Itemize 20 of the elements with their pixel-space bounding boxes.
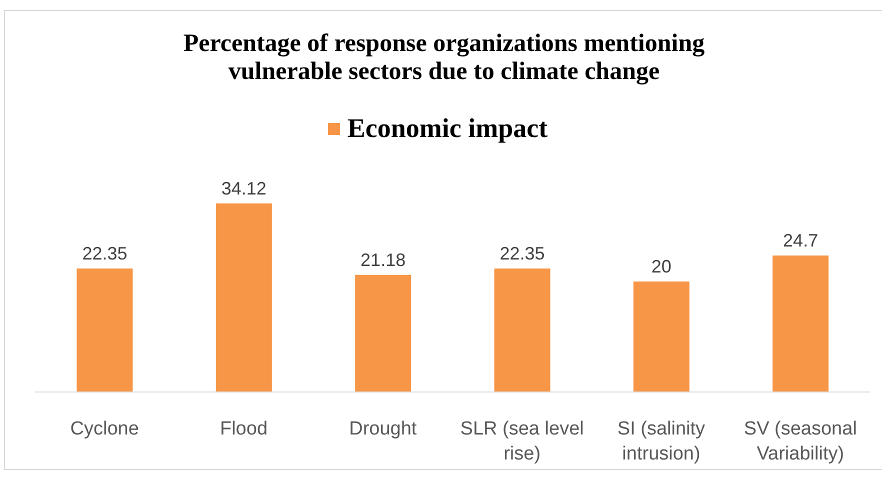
bar [772,255,829,392]
bar [633,281,690,392]
x-tick-label: Drought [349,418,418,440]
x-tick-label: SLR (sea level rise) [460,418,584,464]
data-label: 21.18 [360,250,406,270]
bar [494,268,550,392]
bar [216,203,272,392]
data-label: 34.12 [221,178,266,198]
data-label: 20 [651,256,672,276]
data-label: 24.7 [783,230,818,250]
bar [355,274,412,392]
bar [76,268,133,392]
data-label: 22.35 [500,243,545,264]
x-tick-label: Flood [220,418,268,440]
legend-label: Economic impact [347,113,548,144]
x-tick-label: SI (salinity intrusion) [617,418,706,464]
data-label: 22.35 [82,243,128,264]
chart-title: Percentage of response organizations mentioning vulnerable sectors due to climate change [182,30,706,86]
x-tick-label: SV (seasonal Variability) [744,418,857,464]
x-tick-label: Cyclone [70,418,139,440]
